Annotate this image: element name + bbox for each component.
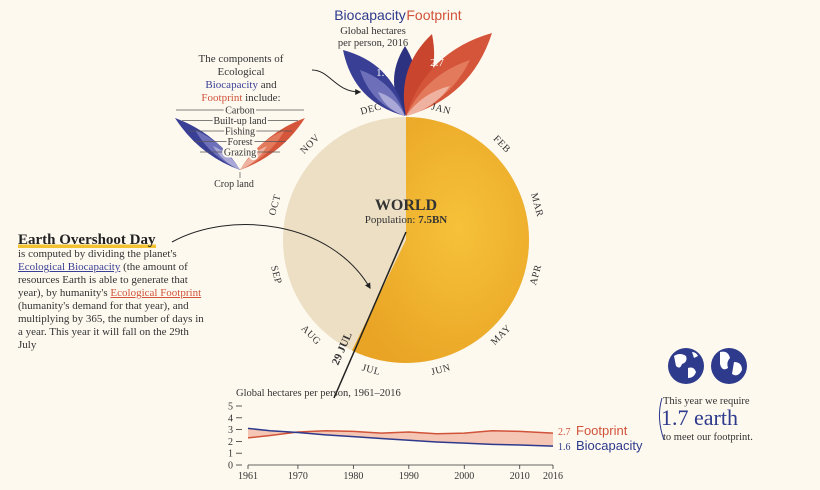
component-label: Fishing (225, 127, 255, 138)
month-label: OCT (267, 193, 283, 217)
x-tick-label: 1961 (238, 471, 258, 482)
month-label: DEC (359, 101, 383, 117)
population-value: 7.5BN (418, 214, 447, 226)
month-label: APR (528, 263, 544, 286)
month-label: JUL (361, 362, 382, 377)
biocapacity-link[interactable]: Ecological Biocapacity (18, 261, 121, 273)
overshoot-text: Earth Overshoot Day is computed by divid… (18, 232, 206, 352)
components-arrow (311, 69, 362, 95)
world-title: WORLD (375, 197, 437, 214)
month-label: SEP (268, 264, 283, 285)
footprint-link[interactable]: Ecological Footprint (110, 287, 202, 299)
month-label: FEB (491, 133, 513, 155)
line-chart: Global hectares per person, 1961–2016012… (228, 388, 643, 482)
month-label: NOV (298, 132, 322, 156)
overshoot-body: (humanity's demand for that year), and m… (18, 300, 204, 351)
population: Population: 7.5BN (365, 214, 448, 226)
biocapacity-value: 1.6 (376, 67, 390, 79)
month-label: MAR (528, 192, 545, 218)
leaves (343, 33, 492, 116)
requirement-lead: This year we require (663, 396, 750, 407)
x-tick-label: 2010 (510, 471, 530, 482)
component-label: Crop land (214, 179, 254, 190)
leaf-note: Global hectares (340, 26, 406, 37)
x-tick-label: 1990 (399, 471, 419, 482)
gap-area (248, 428, 553, 447)
x-tick-label: 1980 (343, 471, 363, 482)
series-line (247, 427, 554, 447)
requirement-amount: 1.7 earth (661, 405, 738, 430)
legend-label: Biocapacity (576, 438, 643, 453)
x-tick-label: 2000 (454, 471, 474, 482)
component-label: Grazing (224, 148, 256, 159)
y-tick-label: 4 (228, 413, 233, 424)
earth-icons (658, 348, 747, 441)
leaf (378, 92, 405, 116)
overshoot-body: (the amount of resources Earth is able t… (18, 261, 188, 299)
overshoot-title: Earth Overshoot Day (18, 232, 156, 248)
end-value: 2.7 (558, 427, 571, 438)
leaf-note: per person, 2016 (338, 38, 408, 49)
overshoot-arrow (171, 224, 371, 290)
requirement-tail: to meet our footprint. (663, 432, 753, 443)
month-label: JAN (430, 102, 452, 118)
leaf (406, 86, 450, 116)
x-tick-label: 1970 (288, 471, 308, 482)
component-label: Carbon (225, 106, 254, 117)
footprint-sector (352, 117, 530, 364)
y-tick-label: 3 (228, 425, 233, 436)
intro-text: and (260, 79, 277, 91)
y-tick-label: 2 (228, 437, 233, 448)
footprint-title: Footprint (406, 7, 461, 23)
end-value: 1.6 (558, 442, 571, 453)
chart-title: Global hectares per person, 1961–2016 (236, 388, 401, 399)
component-label: Forest (228, 137, 253, 148)
biocapacity-title: Biocapacity (334, 7, 406, 23)
legend-label: Footprint (576, 423, 628, 438)
x-tick-label: 2016 (543, 471, 563, 482)
intro-text: The components of (198, 53, 284, 65)
month-label: JUN (430, 362, 452, 378)
leaf (403, 34, 435, 116)
overshoot-body: is computed by dividing the planet's (18, 248, 177, 260)
footprint-value: 2.7 (430, 57, 444, 69)
overshoot-hand (333, 231, 407, 399)
intro-text: include: (245, 92, 281, 104)
intro-text: Ecological (217, 66, 265, 78)
y-tick-label: 0 (228, 461, 233, 472)
components-intro: The components of Ecological Biocapacity… (185, 53, 297, 105)
y-tick-label: 5 (228, 402, 233, 413)
y-tick-label: 1 (228, 449, 233, 460)
intro-biocapacity: Biocapacity (205, 79, 258, 91)
population-label: Population: (365, 214, 416, 226)
intro-footprint: Footprint (201, 92, 243, 104)
component-label: Built-up land (213, 116, 266, 127)
